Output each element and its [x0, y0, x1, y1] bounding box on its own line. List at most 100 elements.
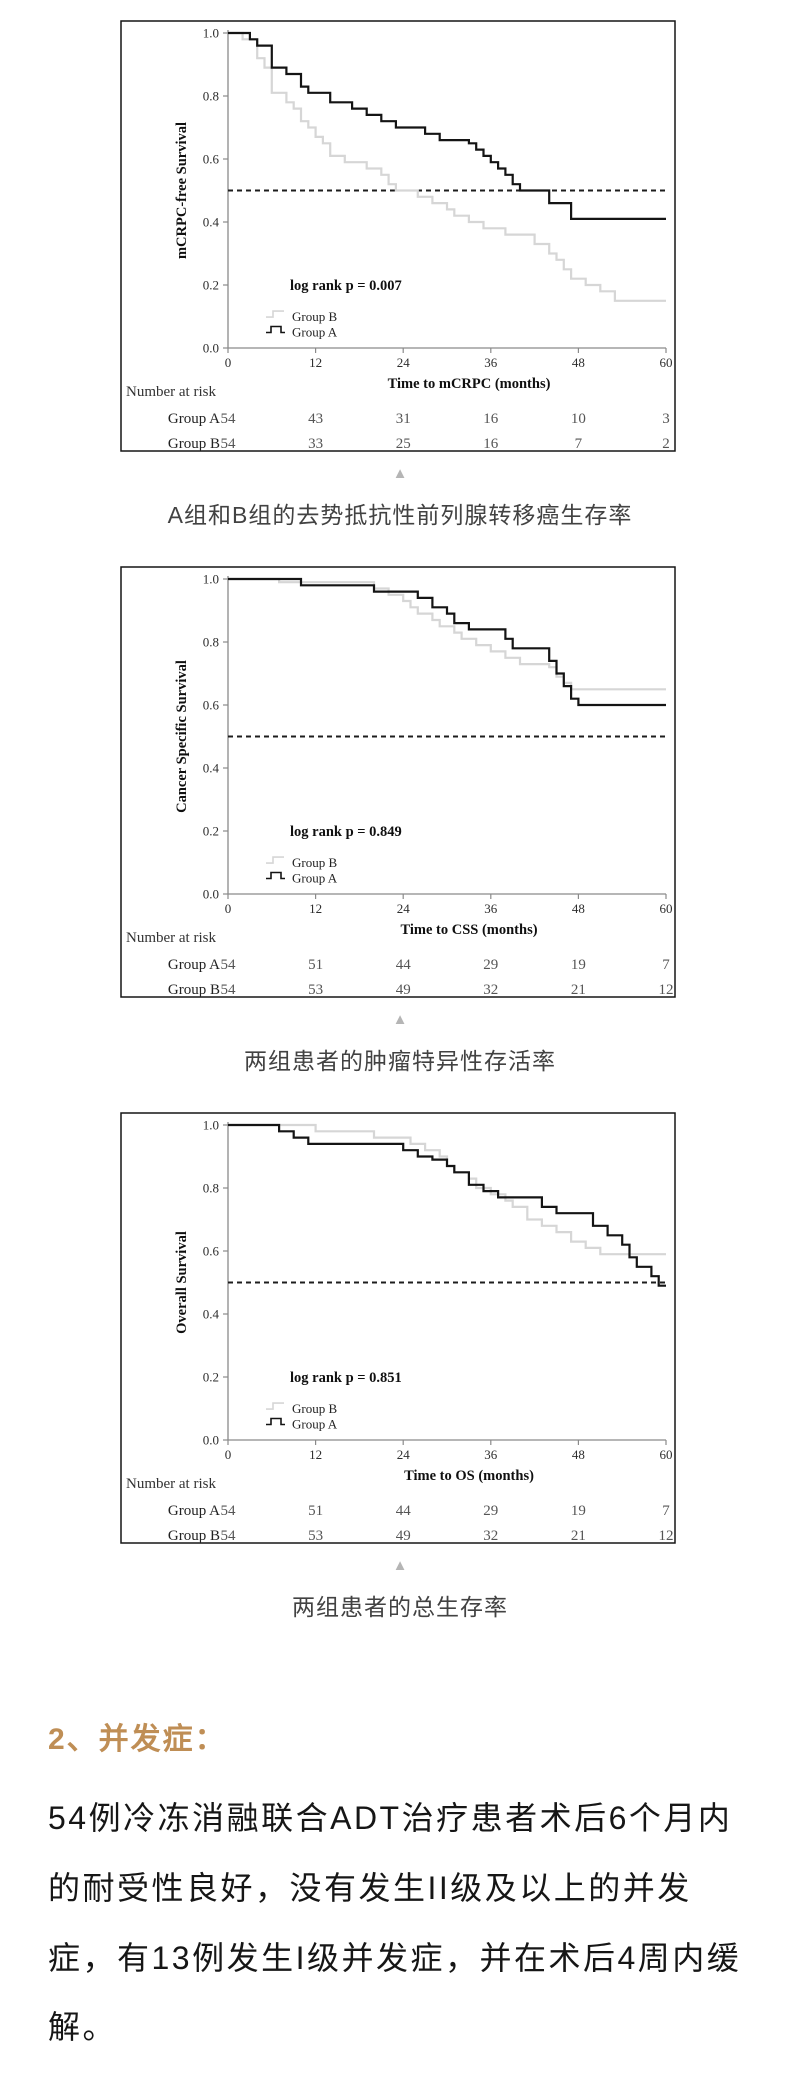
- risk-value: 49: [396, 982, 411, 998]
- risk-value: 51: [308, 957, 323, 973]
- figure-block-mcrpc: 1.0 0.8 0.6 0.4 0.2 0.0 0 12 24 36 48 60 Time to mCR…: [0, 0, 800, 530]
- survival-curve-group-b: [228, 577, 666, 691]
- survival-curve-group-a: [228, 31, 666, 220]
- x-tick-label: 36: [484, 355, 498, 370]
- legend-label: Group B: [292, 855, 337, 870]
- y-tick-label: 0.8: [203, 89, 219, 104]
- km-chart-css: 1.0 0.8 0.6 0.4 0.2 0.0 0 12 24 36 48 60 Time to CSS…: [120, 566, 676, 998]
- log-rank-pvalue-label: log rank p = 0.851: [290, 1370, 402, 1386]
- section-heading: 2、并发症：: [48, 1723, 227, 1756]
- risk-value: 19: [571, 1503, 586, 1519]
- y-axis-label: Overall Survival: [174, 1231, 190, 1334]
- complications-section: 2、并发症： 54例冷冻消融联合ADT治疗患者术后6个月内的耐受性良好，没有发生…: [48, 1714, 752, 2063]
- risk-value: 49: [396, 1528, 411, 1544]
- risk-value: 33: [308, 436, 323, 452]
- x-tick-label: 12: [309, 355, 322, 370]
- risk-value: 51: [308, 1503, 323, 1519]
- y-tick-label: 0.2: [203, 278, 219, 293]
- collapse-triangle-icon[interactable]: ▲: [392, 1011, 408, 1028]
- x-tick-label: 48: [572, 1447, 585, 1462]
- risk-value: 44: [396, 957, 412, 973]
- risk-value: 31: [396, 411, 411, 427]
- figure-border: [120, 20, 676, 452]
- figure-caption-css: 两组患者的肿瘤特异性存活率: [244, 1048, 556, 1074]
- y-axis-label: Cancer Specific Survival: [174, 660, 190, 813]
- risk-table-title: Number at risk: [126, 930, 216, 946]
- legend-line-icon: [266, 325, 285, 334]
- y-tick-label: 0.4: [203, 761, 220, 776]
- x-tick-label: 0: [225, 1447, 232, 1462]
- log-rank-pvalue-label: log rank p = 0.007: [290, 278, 402, 294]
- x-tick-label: 0: [225, 355, 232, 370]
- survival-curve-group-a: [228, 1123, 666, 1287]
- km-chart-mcrpc: 1.0 0.8 0.6 0.4 0.2 0.0 0 12 24 36 48 60 Time to mCR…: [120, 20, 676, 452]
- risk-value: 54: [221, 982, 237, 998]
- legend-line-icon: [266, 1417, 285, 1426]
- risk-value: 54: [221, 957, 237, 973]
- risk-value: 54: [221, 411, 237, 427]
- legend-line-icon: [266, 310, 284, 318]
- risk-value: 29: [483, 1503, 498, 1519]
- figure-block-css: 1.0 0.8 0.6 0.4 0.2 0.0 0 12 24 36 48 60 Time to CSS…: [0, 566, 800, 1076]
- risk-value: 10: [571, 411, 586, 427]
- legend-label: Group B: [292, 309, 337, 324]
- section-paragraph: 54例冷冻消融联合ADT治疗患者术后6个月内的耐受性良好，没有发生II级及以上的…: [48, 1800, 742, 2046]
- x-tick-label: 60: [660, 355, 673, 370]
- log-rank-pvalue-label: log rank p = 0.849: [290, 824, 402, 840]
- km-chart-os: 1.0 0.8 0.6 0.4 0.2 0.0 0 12 24 36 48 60 Time to OS …: [120, 1112, 676, 1544]
- risk-value: 25: [396, 436, 411, 452]
- figure-caption-os: 两组患者的总生存率: [292, 1594, 508, 1620]
- figure-caption-mcrpc: A组和B组的去势抵抗性前列腺转移癌生存率: [167, 502, 633, 528]
- risk-row-name: Group B: [168, 436, 220, 452]
- legend-label: Group A: [292, 1417, 338, 1432]
- collapse-triangle-icon[interactable]: ▲: [392, 1557, 408, 1574]
- figure-border: [120, 566, 676, 998]
- risk-value: 21: [571, 1528, 586, 1544]
- y-tick-label: 0.8: [203, 635, 219, 650]
- y-tick-label: 0.8: [203, 1181, 219, 1196]
- risk-value: 7: [662, 957, 670, 973]
- risk-value: 16: [483, 411, 499, 427]
- risk-value: 53: [308, 1528, 323, 1544]
- km-chart-os-svg: 1.0 0.8 0.6 0.4 0.2 0.0 0 12 24 36 48 60 Time to OS …: [120, 1112, 676, 1544]
- triangle-row: ▲: [0, 1558, 800, 1574]
- x-tick-label: 36: [484, 1447, 498, 1462]
- legend-label: Group A: [292, 325, 338, 340]
- y-tick-label: 0.2: [203, 824, 219, 839]
- collapse-triangle-icon[interactable]: ▲: [392, 465, 408, 482]
- risk-value: 21: [571, 982, 586, 998]
- risk-value: 43: [308, 411, 323, 427]
- x-tick-label: 48: [572, 355, 585, 370]
- risk-value: 7: [575, 436, 583, 452]
- risk-value: 16: [483, 436, 499, 452]
- x-tick-label: 60: [660, 1447, 673, 1462]
- risk-row-name: Group B: [168, 982, 220, 998]
- risk-value: 2: [662, 436, 670, 452]
- km-chart-mcrpc-svg: 1.0 0.8 0.6 0.4 0.2 0.0 0 12 24 36 48 60 Time to mCR…: [120, 20, 676, 452]
- figure-border: [120, 1112, 676, 1544]
- y-tick-label: 0.0: [203, 1433, 219, 1448]
- x-axis-label: Time to OS (months): [404, 1468, 534, 1484]
- risk-value: 12: [659, 1528, 674, 1544]
- x-axis-label: Time to CSS (months): [400, 922, 537, 938]
- risk-value: 54: [221, 1503, 237, 1519]
- y-tick-label: 1.0: [203, 26, 219, 41]
- legend-line-icon: [266, 856, 284, 864]
- y-tick-label: 0.6: [203, 152, 220, 167]
- risk-row-name: Group B: [168, 1528, 220, 1544]
- legend-label: Group B: [292, 1401, 337, 1416]
- y-tick-label: 0.0: [203, 341, 219, 356]
- x-tick-label: 48: [572, 901, 585, 916]
- y-tick-label: 0.4: [203, 1307, 220, 1322]
- y-tick-label: 0.2: [203, 1370, 219, 1385]
- legend-line-icon: [266, 871, 285, 880]
- risk-value: 54: [221, 436, 237, 452]
- risk-row-name: Group A: [168, 411, 220, 427]
- y-tick-label: 0.6: [203, 698, 220, 713]
- risk-value: 53: [308, 982, 323, 998]
- risk-value: 19: [571, 957, 586, 973]
- y-tick-label: 0.4: [203, 215, 220, 230]
- x-tick-label: 12: [309, 1447, 322, 1462]
- legend-label: Group A: [292, 871, 338, 886]
